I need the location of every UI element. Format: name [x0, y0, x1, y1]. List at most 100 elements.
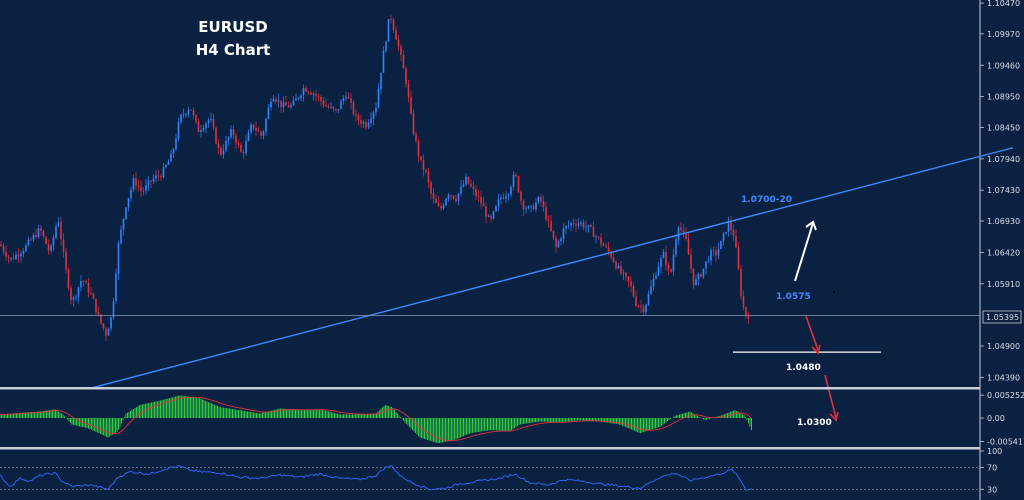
candle-body	[357, 115, 360, 121]
candle-body	[460, 186, 462, 194]
candle-body	[517, 176, 520, 192]
candle-body	[160, 176, 162, 178]
candle-body	[410, 97, 412, 114]
candle-body	[657, 266, 660, 276]
candle-body	[27, 239, 30, 245]
candle-body	[422, 160, 425, 170]
candle-body	[0, 244, 2, 247]
candle-body	[65, 251, 67, 270]
trendline[interactable]	[86, 147, 1014, 390]
candle-body	[487, 215, 490, 217]
candle-body	[655, 275, 657, 279]
candle-body	[615, 261, 617, 269]
candle-body	[205, 123, 207, 129]
candle-body	[745, 307, 747, 317]
candle-body	[502, 197, 505, 199]
candle-body	[532, 205, 535, 210]
candle-body	[237, 143, 240, 145]
candle-body	[547, 219, 550, 222]
candle-body	[405, 68, 407, 84]
candle-body	[45, 236, 47, 245]
candle-body	[722, 233, 725, 241]
current-price-tag	[982, 310, 1022, 324]
candle-body	[645, 304, 647, 313]
candle-body	[135, 178, 137, 186]
candle-body	[370, 118, 372, 123]
candle-body	[575, 224, 577, 226]
candle-body	[297, 97, 300, 99]
candle-body	[695, 279, 697, 285]
candle-body	[17, 254, 20, 257]
candle-body	[707, 260, 710, 262]
candle-body	[447, 194, 450, 199]
candle-body	[677, 227, 680, 240]
candle-body	[292, 100, 295, 105]
candle-body	[25, 244, 27, 252]
candle-body	[20, 253, 22, 257]
candle-body	[172, 149, 175, 154]
candle-body	[137, 185, 140, 187]
candle-body	[702, 268, 705, 277]
candle-body	[377, 88, 380, 108]
candle-body	[512, 174, 515, 187]
candle-body	[97, 312, 100, 315]
candle-body	[412, 113, 415, 134]
candle-body	[245, 140, 247, 154]
price-tick-label: 1.07940	[987, 155, 1020, 164]
candle-body	[120, 229, 122, 244]
candle-body	[322, 101, 325, 106]
candle-body	[57, 222, 60, 227]
candle-body	[195, 114, 197, 122]
candle-body	[290, 104, 292, 108]
candle-body	[302, 87, 305, 96]
candle-body	[565, 226, 567, 229]
candle-body	[507, 194, 510, 197]
candle-body	[485, 206, 487, 217]
main-price-axis: 1.10470 1.09970 1.09460 1.08950 1.08450 1.079…	[980, 0, 1020, 382]
candle-body	[480, 197, 482, 204]
candle-body	[77, 287, 80, 297]
candle-body	[505, 196, 507, 199]
candle-body	[430, 182, 432, 194]
candle-body	[240, 144, 242, 152]
candle-body	[315, 93, 317, 96]
candle-body	[635, 296, 637, 306]
candle-body	[515, 174, 517, 177]
candle-body	[217, 143, 220, 148]
candle-body	[715, 250, 717, 256]
candle-body	[395, 29, 397, 40]
candle-body	[262, 131, 265, 136]
candle-body	[462, 184, 465, 187]
candle-body	[222, 150, 225, 155]
macd-signal-line	[0, 396, 752, 441]
candle-body	[445, 198, 447, 206]
candle-body	[385, 41, 387, 51]
candle-body	[670, 269, 672, 272]
candle-body	[530, 205, 532, 207]
candle-body	[672, 254, 675, 272]
candle-body	[202, 128, 205, 131]
candle-body	[560, 238, 562, 242]
rsi-panel	[0, 465, 980, 491]
candle-body	[660, 258, 662, 267]
price-tick-label: 1.07430	[987, 186, 1020, 195]
candle-body	[87, 282, 90, 293]
candle-body	[15, 254, 17, 259]
candle-body	[210, 119, 212, 120]
candle-body	[130, 189, 132, 199]
down-arrow-icon	[805, 315, 821, 355]
candle-body	[242, 151, 245, 154]
candle-body	[257, 130, 260, 132]
candle-body	[420, 156, 422, 161]
rsi-tick-label: 30	[987, 485, 997, 494]
candle-body	[375, 107, 377, 113]
candle-body	[602, 244, 605, 246]
annotation-1.0300: 1.0300	[797, 418, 832, 428]
rsi-tick-label: 70	[987, 463, 997, 472]
candle-body	[267, 107, 270, 119]
candle-body	[247, 132, 250, 141]
candle-body	[542, 201, 545, 208]
candle-body	[155, 175, 157, 179]
candle-body	[192, 110, 195, 115]
candle-body	[102, 323, 105, 329]
